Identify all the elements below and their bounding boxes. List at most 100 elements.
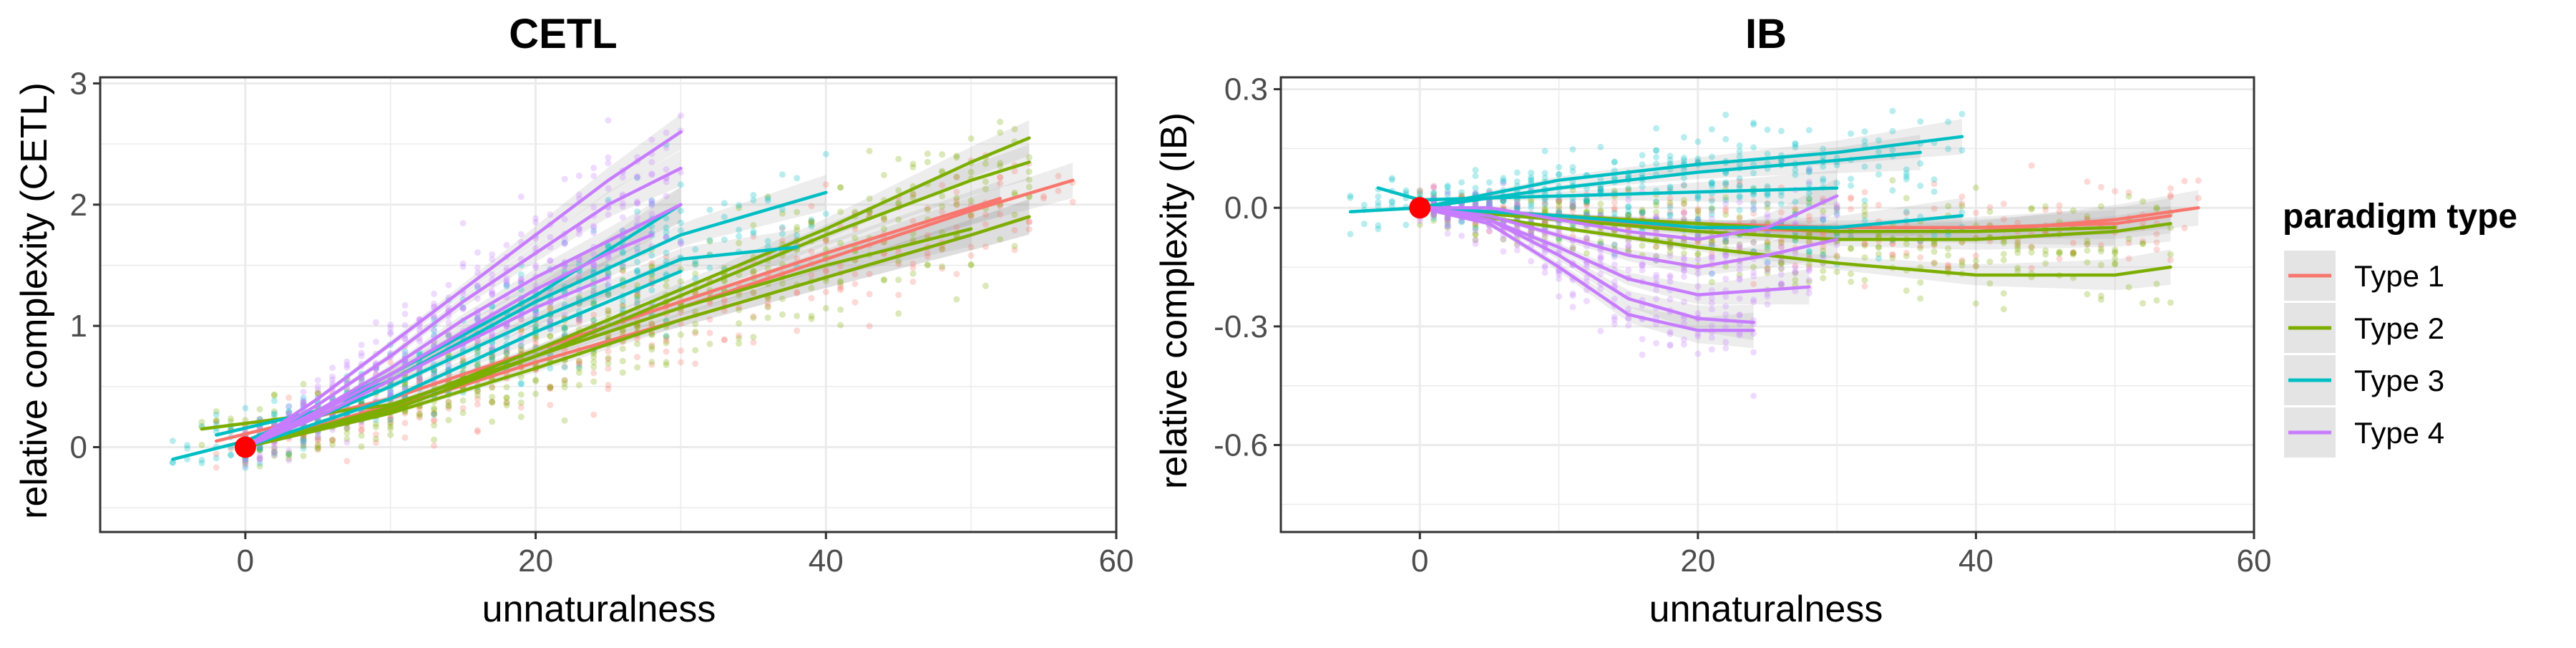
cetl-point-type-2 bbox=[808, 315, 815, 322]
cetl-point-type-1 bbox=[895, 291, 902, 299]
cetl-point-type-1 bbox=[445, 405, 452, 412]
ib-point-type-3 bbox=[1653, 154, 1660, 160]
cetl-point-type-4 bbox=[445, 319, 452, 326]
cetl-point-type-2 bbox=[387, 423, 394, 430]
ib-point-type-2 bbox=[1805, 238, 1813, 246]
ib-point-type-2 bbox=[2125, 236, 2132, 243]
cetl-point-type-3 bbox=[764, 195, 771, 202]
ib-point-type-3 bbox=[1792, 141, 1799, 148]
legend-item-type-1: Type 1 bbox=[2284, 251, 2444, 301]
cetl-point-type-2 bbox=[677, 331, 684, 338]
cetl-trend-type-4 bbox=[243, 233, 654, 449]
cetl-point-type-2 bbox=[634, 324, 641, 331]
ib-point-type-1 bbox=[1458, 192, 1465, 199]
cetl-point-type-3 bbox=[779, 231, 786, 238]
ib-point-type-2 bbox=[1805, 261, 1813, 268]
ib-axis-ticks: 0 20 40 600.30.0-0.3-0.6 bbox=[1214, 72, 2271, 579]
ib-point-type-2 bbox=[2167, 224, 2174, 231]
cetl-point-type-2 bbox=[750, 314, 757, 321]
ib-point-type-3 bbox=[1485, 199, 1493, 206]
ib-point-type-3 bbox=[1500, 198, 1507, 205]
ib-point-type-1 bbox=[1777, 243, 1785, 251]
cetl-point-type-2 bbox=[605, 333, 612, 340]
cetl-point-type-2 bbox=[605, 310, 612, 317]
ib-point-type-1 bbox=[1680, 200, 1687, 207]
cetl-point-type-1 bbox=[837, 286, 844, 294]
ib-point-type-4 bbox=[1694, 333, 1702, 340]
ib-point-type-1 bbox=[1541, 200, 1548, 208]
cetl-point-type-1 bbox=[300, 435, 307, 443]
ib-point-type-2 bbox=[2167, 251, 2174, 258]
ib-panel-border bbox=[1279, 76, 2255, 533]
ib-point-type-1 bbox=[2167, 191, 2174, 198]
ib-point-type-1 bbox=[1541, 198, 1548, 205]
cetl-point-type-1 bbox=[997, 211, 1004, 218]
ib-point-type-3 bbox=[1833, 232, 1840, 239]
ib-point-type-3 bbox=[1750, 121, 1757, 128]
ib-point-type-4 bbox=[1625, 305, 1632, 312]
cetl-point-type-1 bbox=[967, 252, 975, 259]
ib-point-type-3 bbox=[1708, 178, 1715, 185]
ib-point-type-2 bbox=[2069, 250, 2077, 257]
cetl-point-type-2 bbox=[270, 391, 278, 398]
ib-point-type-4 bbox=[1611, 314, 1618, 321]
cetl-point-type-2 bbox=[590, 350, 597, 357]
ib-point-type-4 bbox=[1625, 243, 1632, 250]
cetl-point-type-2 bbox=[270, 448, 278, 455]
cetl-point-type-2 bbox=[967, 197, 975, 204]
ib-point-type-2 bbox=[1777, 265, 1785, 272]
ib-point-type-4 bbox=[1667, 272, 1674, 279]
ib-point-type-3 bbox=[1777, 200, 1785, 208]
ib-point-type-4 bbox=[1556, 269, 1563, 276]
ib-point-type-2 bbox=[1820, 247, 1827, 254]
ib-point-type-2 bbox=[1889, 254, 1896, 261]
ib-point-type-3 bbox=[1347, 193, 1354, 199]
cetl-point-type-1 bbox=[431, 442, 438, 449]
cetl-point-type-2 bbox=[982, 178, 989, 185]
ib-point-type-3 bbox=[1361, 221, 1368, 228]
ib-point-type-4 bbox=[1708, 253, 1715, 260]
ib-point-type-2 bbox=[2014, 249, 2021, 256]
ib-point-type-2 bbox=[1875, 233, 1882, 240]
ib-point-type-2 bbox=[1972, 257, 1979, 264]
ib-point-type-3 bbox=[1750, 191, 1757, 198]
cetl-point-type-3 bbox=[794, 175, 801, 182]
ib-point-type-2 bbox=[1653, 243, 1660, 251]
ib-point-type-1 bbox=[1583, 201, 1590, 208]
cetl-point-type-2 bbox=[503, 402, 510, 409]
cetl-point-type-1 bbox=[314, 437, 321, 444]
ib-point-type-3 bbox=[1583, 198, 1590, 205]
cetl-point-type-2 bbox=[648, 331, 655, 338]
ib-point-type-2 bbox=[1556, 208, 1563, 215]
ib-point-type-4 bbox=[1792, 269, 1799, 276]
cetl-point-type-1 bbox=[532, 340, 540, 347]
cetl-point-type-1 bbox=[677, 359, 684, 366]
cetl-point-type-2 bbox=[270, 445, 278, 452]
ib-point-type-2 bbox=[1541, 205, 1548, 212]
cetl-point-type-2 bbox=[880, 226, 887, 233]
cetl-point-type-1 bbox=[909, 264, 917, 271]
cetl-point-type-4 bbox=[387, 388, 394, 395]
ib-point-type-3 bbox=[1472, 225, 1479, 232]
ib-point-type-3 bbox=[1820, 163, 1827, 170]
ib-point-type-3 bbox=[1597, 185, 1604, 192]
ib-point-type-2 bbox=[1583, 208, 1590, 216]
ib-point-type-2 bbox=[1541, 206, 1548, 213]
ib-point-type-4 bbox=[1750, 239, 1757, 246]
ib-point-type-2 bbox=[1472, 236, 1479, 243]
cetl-point-type-3 bbox=[300, 395, 307, 402]
cetl-point-type-2 bbox=[459, 397, 467, 404]
ib-point-type-2 bbox=[1708, 238, 1715, 246]
cetl-point-type-3 bbox=[387, 416, 394, 423]
cetl-point-type-2 bbox=[692, 308, 699, 315]
legend-title: paradigm type bbox=[2283, 198, 2517, 236]
cetl-point-type-1 bbox=[924, 205, 931, 212]
cetl-trend-type-2 bbox=[243, 160, 1031, 449]
cetl-point-type-4 bbox=[286, 457, 293, 464]
cetl-point-type-1 bbox=[909, 218, 917, 224]
ib-point-type-2 bbox=[1500, 236, 1507, 243]
ib-point-type-2 bbox=[2097, 248, 2104, 255]
cetl-point-type-1 bbox=[372, 431, 379, 438]
